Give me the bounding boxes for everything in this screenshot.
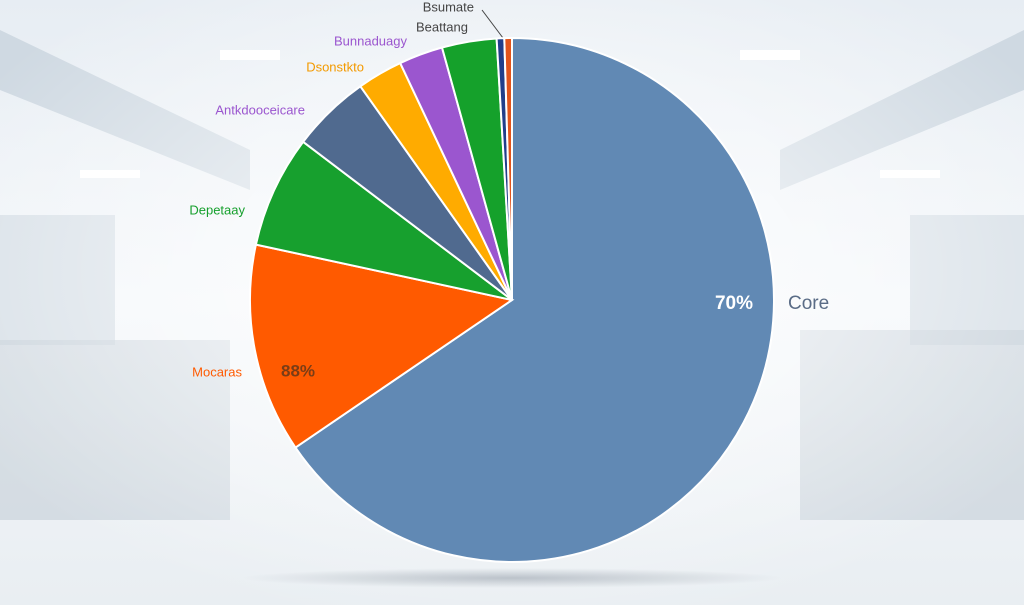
pie-slice bbox=[254, 140, 513, 301]
pie-slice bbox=[503, 36, 513, 301]
slice-label: Dsonstkto bbox=[306, 59, 364, 74]
slice-label: Mocaras bbox=[192, 364, 242, 379]
slice-label: Beattang bbox=[416, 19, 468, 34]
slice-label: Depetaay bbox=[189, 202, 245, 217]
slice-label: Bsumate bbox=[423, 0, 474, 14]
annotation: 88% bbox=[281, 361, 315, 380]
slice-label: Core bbox=[788, 293, 829, 314]
pie-slice bbox=[294, 36, 775, 563]
pie bbox=[249, 36, 775, 563]
slice-label: Antkdooceicare bbox=[215, 102, 305, 117]
leader-line bbox=[481, 9, 504, 39]
slice-label: Bunnaduagy bbox=[334, 33, 408, 48]
value-label: 70% bbox=[715, 293, 753, 314]
pie-slice bbox=[249, 243, 515, 449]
